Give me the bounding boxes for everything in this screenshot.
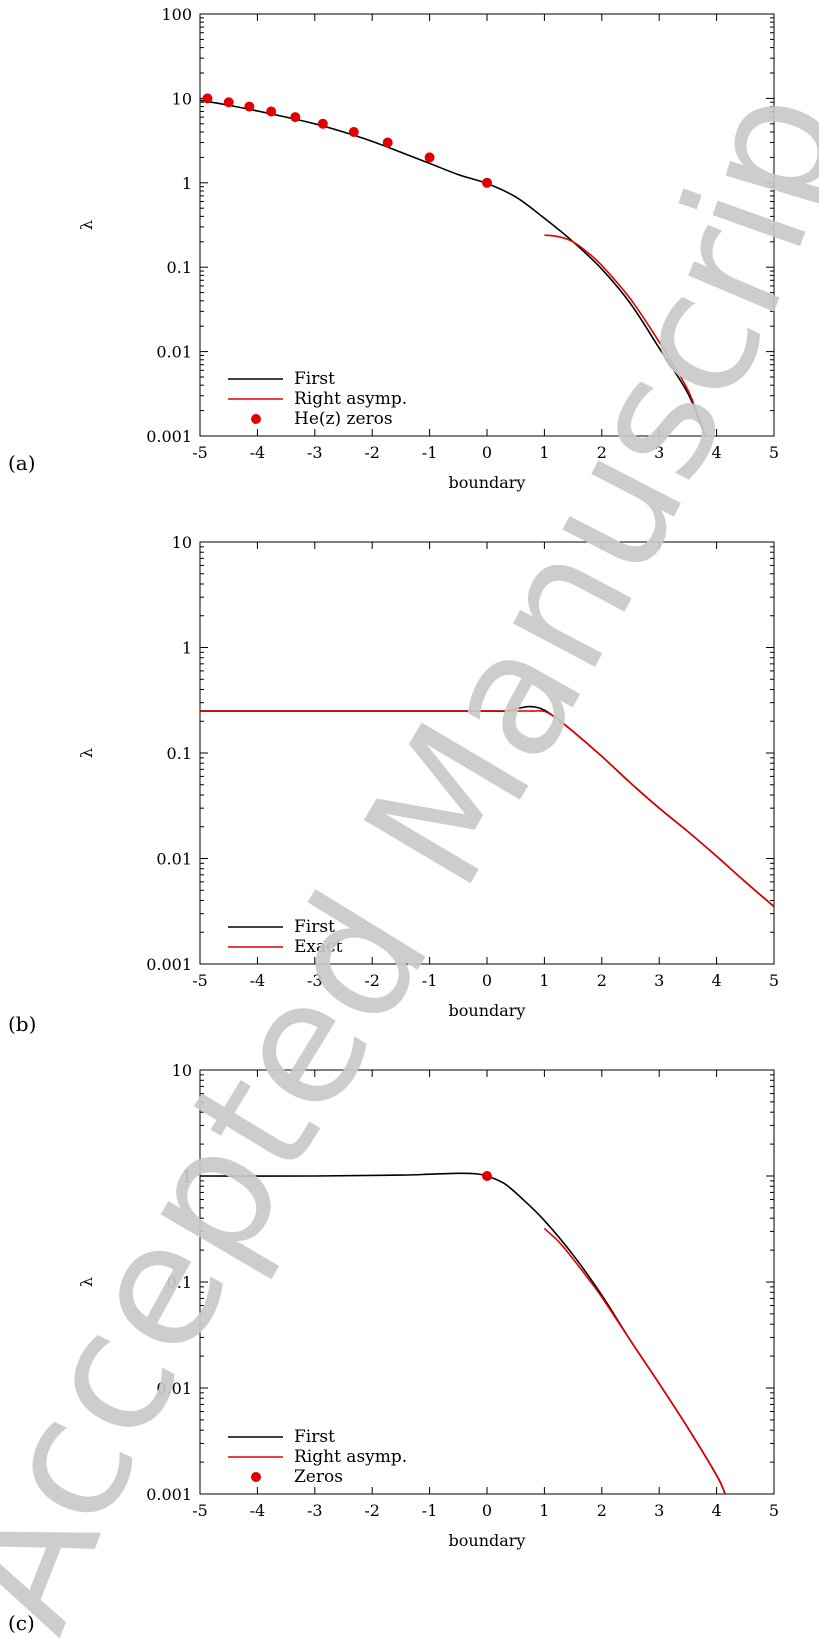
legend-entry: First <box>294 917 335 937</box>
y-axis-label: λ <box>77 1277 96 1287</box>
y-tick-label: 100 <box>161 5 192 24</box>
series-line-right-asymp- <box>543 1227 726 1494</box>
panel-label: (a) <box>8 451 36 475</box>
x-axis-label: boundary <box>449 1001 526 1020</box>
data-point <box>266 106 277 117</box>
legend-swatch-marker <box>251 1472 261 1482</box>
x-tick-label: -3 <box>307 971 323 990</box>
x-tick-label: 4 <box>712 971 722 990</box>
chart-panel-b: -5 -4 -3 -2 -1 0 1 2 3 4 5 0.001 0.01 0.1 1 10 boundary λ… <box>8 533 779 1036</box>
y-tick-label: 0.01 <box>156 1379 192 1398</box>
y-tick-label: 10 <box>172 89 192 108</box>
x-tick-label: 3 <box>654 1501 664 1520</box>
data-point <box>382 137 393 148</box>
x-tick-label: -5 <box>192 971 208 990</box>
y-axis-label: λ <box>77 220 96 230</box>
x-tick-label: 5 <box>769 443 779 462</box>
legend-entry: Right asymp. <box>294 389 407 409</box>
legend-entry: Zeros <box>294 1467 343 1487</box>
data-point <box>348 126 359 137</box>
x-tick-label: 0 <box>482 443 492 462</box>
data-point <box>244 101 255 112</box>
legend-entry: Exact <box>294 937 343 957</box>
x-tick-label: -4 <box>250 1501 266 1520</box>
x-tick-label: 5 <box>769 1501 779 1520</box>
series-line-first <box>200 99 706 436</box>
y-tick-label: 10 <box>172 1061 192 1080</box>
legend-entry: He(z) zeros <box>294 409 393 429</box>
panel-label: (b) <box>8 1012 36 1036</box>
y-tick-label: 0.001 <box>146 427 192 446</box>
x-tick-label: -1 <box>422 1501 438 1520</box>
x-tick-label: 1 <box>539 443 549 462</box>
x-tick-label: -4 <box>250 971 266 990</box>
x-tick-label: 2 <box>597 443 607 462</box>
x-tick-label: -1 <box>422 971 438 990</box>
data-point <box>424 152 435 163</box>
y-tick-label: 0.1 <box>167 744 192 763</box>
series-line-exact <box>200 709 774 908</box>
data-point <box>317 118 328 129</box>
x-tick-label: 3 <box>654 971 664 990</box>
data-point <box>202 93 213 104</box>
y-tick-label: 0.001 <box>146 1485 192 1504</box>
data-point <box>482 177 492 188</box>
y-tick-label: 0.01 <box>156 850 192 869</box>
legend-entry: First <box>294 369 335 389</box>
chart-panel-c: -5 -4 -3 -2 -1 0 1 2 3 4 5 0.001 0.01 0.1 1 10 boundary λ… <box>8 1061 779 1635</box>
x-tick-label: -1 <box>422 443 438 462</box>
x-axis-label: boundary <box>449 473 526 492</box>
plot-area <box>200 1171 726 1494</box>
x-tick-label: 4 <box>712 443 722 462</box>
y-tick-label: 1 <box>182 174 192 193</box>
y-tick-label: 0.001 <box>146 955 192 974</box>
x-tick-label: 5 <box>769 971 779 990</box>
y-tick-label: 1 <box>182 1167 192 1186</box>
x-tick-label: -5 <box>192 443 208 462</box>
x-tick-label: 2 <box>597 1501 607 1520</box>
x-tick-label: 0 <box>482 1501 492 1520</box>
x-axis-label: boundary <box>449 1531 526 1550</box>
x-tick-label: -3 <box>307 443 323 462</box>
y-tick-label: 0.1 <box>167 258 192 277</box>
data-point <box>223 97 234 108</box>
data-point <box>290 112 301 123</box>
x-tick-label: 1 <box>539 971 549 990</box>
y-tick-label: 10 <box>172 533 192 552</box>
x-tick-label: -5 <box>192 1501 208 1520</box>
x-tick-label: 1 <box>539 1501 549 1520</box>
y-tick-label: 1 <box>182 639 192 658</box>
data-point <box>482 1171 492 1181</box>
plot-area <box>200 705 774 908</box>
x-tick-label: -3 <box>307 1501 323 1520</box>
series-line-right-asymp- <box>544 234 706 436</box>
x-tick-label: 2 <box>597 971 607 990</box>
legend-swatch-marker <box>251 414 261 424</box>
y-tick-label: 0.01 <box>156 343 192 362</box>
legend-entry: Right asymp. <box>294 1447 407 1467</box>
x-tick-label: 4 <box>712 1501 722 1520</box>
charts-layer: -5 -4 -3 -2 -1 0 1 2 3 4 50.0010.010.1110100bounda… <box>8 5 779 1635</box>
x-tick-label: -2 <box>364 1501 380 1520</box>
x-tick-label: -4 <box>250 443 266 462</box>
plot-area <box>200 93 706 436</box>
x-tick-label: -2 <box>364 443 380 462</box>
x-tick-label: -2 <box>364 971 380 990</box>
chart-panel-a: -5 -4 -3 -2 -1 0 1 2 3 4 5 0.001 0.01 0.1 1 10 100 bounda… <box>8 5 779 492</box>
legend-entry: First <box>294 1427 335 1447</box>
y-tick-label: 0.1 <box>167 1273 192 1292</box>
x-tick-label: 3 <box>654 443 664 462</box>
x-tick-label: 0 <box>482 971 492 990</box>
y-axis-label: λ <box>77 748 96 758</box>
panel-label: (c) <box>8 1611 35 1635</box>
